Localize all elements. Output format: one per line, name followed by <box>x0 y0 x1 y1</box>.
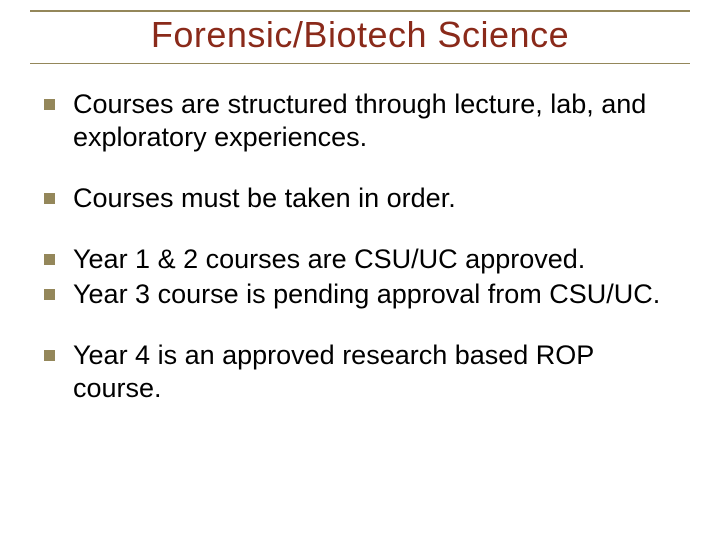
list-item: Courses are structured through lecture, … <box>44 88 676 154</box>
list-item-text: Courses must be taken in order. <box>73 182 456 215</box>
bullet-list: Courses are structured through lecture, … <box>0 70 720 405</box>
square-bullet-icon <box>44 193 55 204</box>
list-item-text: Year 4 is an approved research based ROP… <box>73 339 676 405</box>
page-title: Forensic/Biotech Science <box>30 14 690 56</box>
list-item-text: Year 1 & 2 courses are CSU/UC approved. <box>73 243 585 276</box>
list-item: Courses must be taken in order. <box>44 182 676 215</box>
square-bullet-icon <box>44 350 55 361</box>
square-bullet-icon <box>44 289 55 300</box>
list-item: Year 1 & 2 courses are CSU/UC approved. <box>44 243 676 276</box>
square-bullet-icon <box>44 99 55 110</box>
list-item: Year 3 course is pending approval from C… <box>44 278 676 311</box>
list-item-text: Year 3 course is pending approval from C… <box>73 278 660 311</box>
title-block: Forensic/Biotech Science <box>30 0 690 64</box>
list-item: Year 4 is an approved research based ROP… <box>44 339 676 405</box>
title-rule-bottom <box>30 63 690 64</box>
list-item-text: Courses are structured through lecture, … <box>73 88 676 154</box>
square-bullet-icon <box>44 254 55 265</box>
title-rule-top <box>30 10 690 12</box>
